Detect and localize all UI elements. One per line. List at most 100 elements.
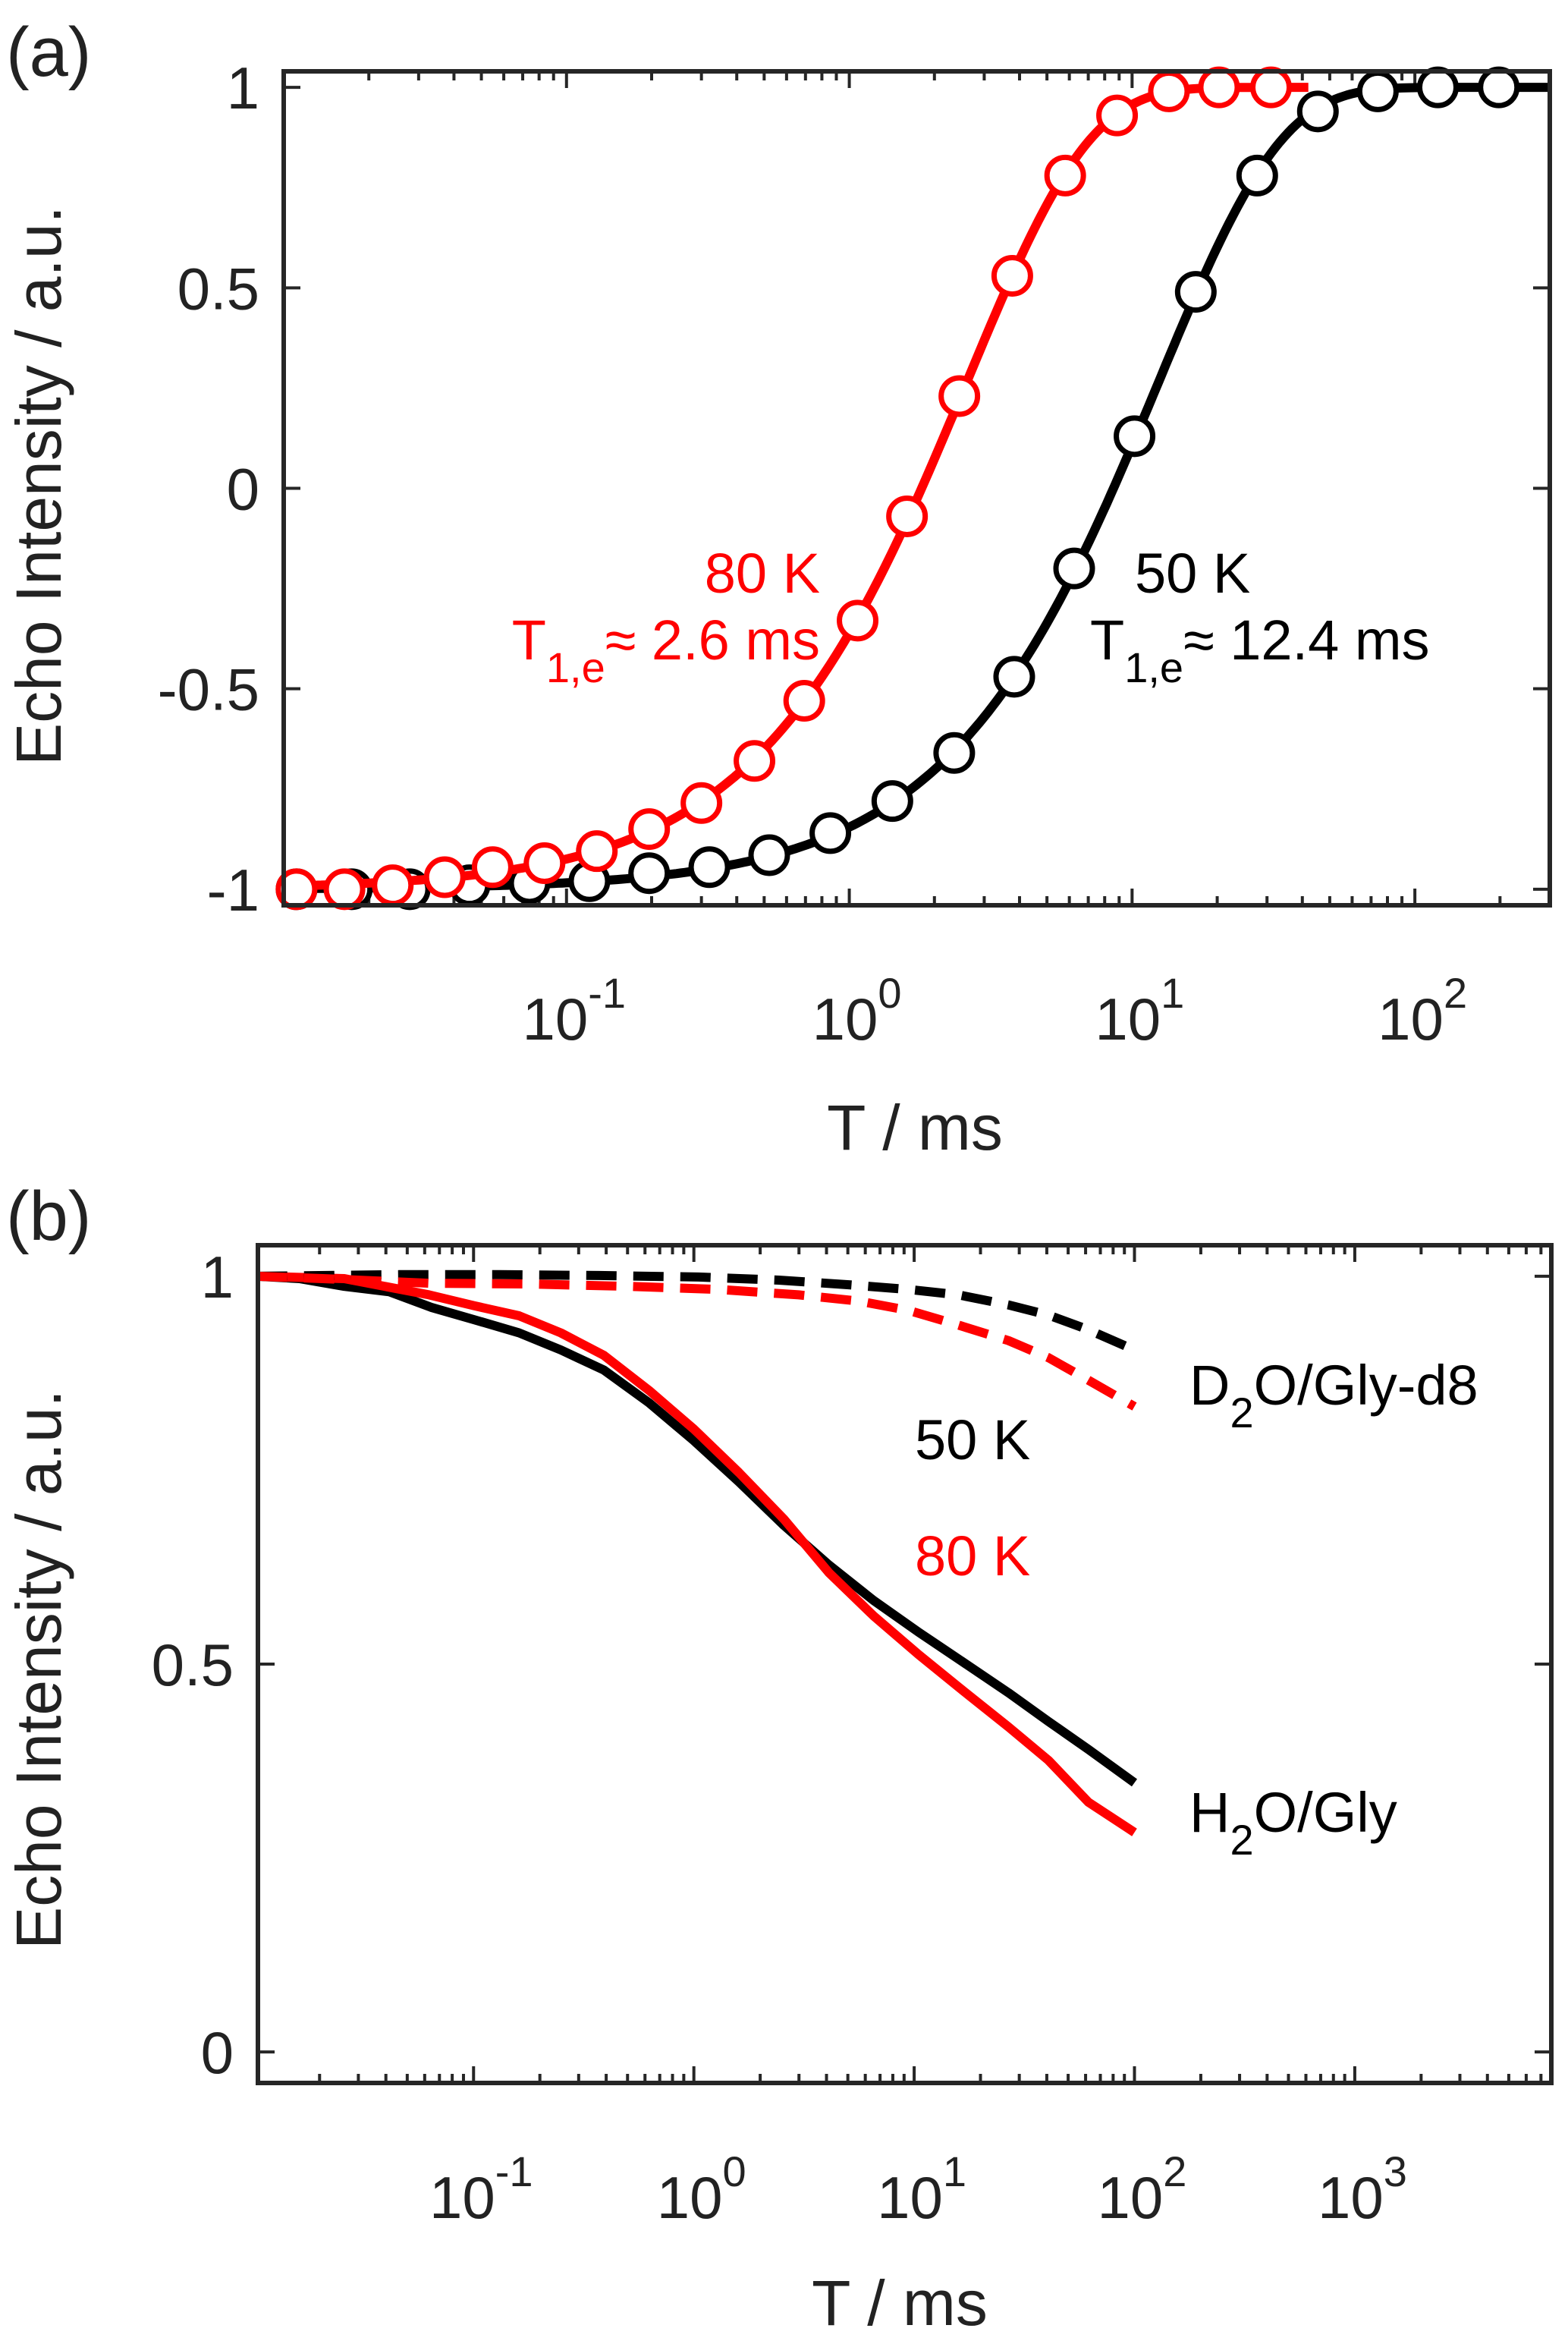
x-tick-label: 10-1 — [523, 969, 627, 1052]
x-tick-label: 103 — [1318, 2147, 1407, 2231]
ann-t: T — [512, 609, 546, 672]
ann-main: H — [1189, 1781, 1230, 1844]
annotation-t1-80k: T1,e≈ 2.6 ms — [512, 609, 820, 691]
series-line — [256, 1270, 1136, 1354]
y-tick-label: 0 — [227, 456, 259, 523]
data-point — [783, 680, 825, 722]
ann-main: D — [1189, 1354, 1230, 1417]
series-line — [256, 1271, 1137, 1836]
fit-line-80k — [282, 83, 1310, 891]
data-point — [938, 375, 981, 417]
data-point — [886, 495, 929, 537]
series-line — [256, 1271, 1137, 1411]
x-tick-exponent: 3 — [1384, 2147, 1407, 2195]
ann-sub: 1,e — [1124, 643, 1183, 691]
y-tick-label: -1 — [207, 857, 259, 923]
series-line — [256, 1271, 1138, 1787]
y-tick-label: -0.5 — [158, 656, 259, 723]
data-point — [1096, 94, 1139, 137]
x-tick-base: 10 — [1098, 2164, 1164, 2231]
y-tick-label: 1 — [201, 1244, 234, 1310]
ann-rest: ≈ 12.4 ms — [1183, 609, 1429, 672]
y-tick-label: 1 — [227, 55, 259, 121]
x-tick-label: 10-1 — [429, 2147, 533, 2231]
data-point — [748, 834, 790, 876]
annotation-t1-50k: T1,e≈ 12.4 ms — [1090, 609, 1429, 691]
x-axis-label-b: T / ms — [812, 2267, 988, 2339]
x-tick-base: 10 — [812, 986, 878, 1052]
panel-b: (b) Echo Intensity / a.u. T / ms 10-1 100… — [3, 1178, 1554, 2339]
annotation-50k-a: 50 K — [1135, 542, 1250, 605]
data-point — [1416, 66, 1459, 109]
fit-line-50k — [283, 83, 1551, 893]
data-point — [734, 740, 776, 782]
x-tick-exponent: 2 — [1444, 969, 1467, 1017]
panel-a: (a) Echo Intensity / a.u. T / ms 10-1 100… — [3, 14, 1552, 1163]
data-point — [1114, 415, 1156, 458]
y-axis-label-b: Echo Intensity / a.u. — [3, 1389, 74, 1949]
data-point — [991, 254, 1033, 297]
x-tick-exponent: -1 — [588, 969, 626, 1017]
x-tick-exponent: 2 — [1163, 2147, 1186, 2195]
plot-frame-a — [281, 69, 1552, 908]
x-tick-exponent: 0 — [878, 969, 901, 1017]
data-point — [871, 780, 913, 823]
data-point — [1356, 70, 1399, 112]
annotation-h2o: H2O/Gly — [1189, 1781, 1397, 1864]
annotation-80k-a: 80 K — [705, 542, 820, 605]
panel-label-a: (a) — [6, 14, 91, 91]
data-point — [1174, 271, 1217, 313]
data-point — [837, 599, 879, 642]
x-tick-exponent: 1 — [943, 2147, 966, 2195]
data-point — [323, 868, 366, 911]
data-point — [1236, 154, 1278, 197]
ann-rest: O/Gly — [1254, 1781, 1397, 1844]
data-point — [1198, 66, 1240, 109]
data-point — [471, 846, 514, 889]
plot-frame-b — [256, 1243, 1554, 2085]
data-point — [423, 856, 466, 898]
ann-t: T — [1090, 609, 1124, 672]
x-tick-base: 10 — [523, 986, 589, 1052]
data-point — [628, 808, 671, 851]
panel-label-b: (b) — [6, 1178, 91, 1255]
data-point — [933, 732, 976, 774]
annotation-d2o: D2O/Gly-d8 — [1189, 1354, 1478, 1436]
y-tick-label: 0 — [201, 2019, 234, 2086]
data-point — [523, 842, 566, 885]
ann-rest: ≈ 2.6 ms — [605, 609, 820, 672]
y-tick-label: 0.5 — [178, 255, 259, 322]
y-axis-label-a: Echo Intensity / a.u. — [3, 206, 74, 766]
ann-rest: O/Gly-d8 — [1254, 1354, 1478, 1417]
data-point — [1250, 66, 1293, 109]
data-point — [1053, 547, 1095, 590]
x-tick-exponent: 1 — [1161, 969, 1184, 1017]
data-point — [809, 812, 852, 854]
annotation-50k-b: 50 K — [915, 1408, 1030, 1471]
x-tick-base: 10 — [1378, 986, 1444, 1052]
y-tick-label: 0.5 — [152, 1631, 234, 1698]
ann-sub: 2 — [1230, 1816, 1253, 1864]
ann-sub: 2 — [1230, 1389, 1253, 1436]
ann-sub: 1,e — [546, 643, 605, 691]
data-point — [1296, 90, 1339, 133]
x-tick-base: 10 — [429, 2164, 495, 2231]
data-point — [680, 782, 723, 824]
x-tick-exponent: 0 — [722, 2147, 746, 2195]
data-point — [372, 864, 414, 907]
annotation-80k-b: 80 K — [915, 1524, 1030, 1587]
x-tick-base: 10 — [1095, 986, 1161, 1052]
x-tick-label: 100 — [657, 2147, 746, 2231]
data-point — [576, 830, 618, 873]
x-tick-base: 10 — [1318, 2164, 1384, 2231]
data-point — [688, 846, 731, 889]
data-point — [1044, 154, 1086, 197]
data-point — [993, 656, 1035, 698]
data-point — [628, 852, 671, 895]
data-point — [1478, 66, 1520, 109]
x-tick-label: 101 — [877, 2147, 966, 2231]
x-tick-label: 101 — [1095, 969, 1184, 1052]
x-tick-base: 10 — [657, 2164, 723, 2231]
x-tick-label: 100 — [812, 969, 902, 1052]
